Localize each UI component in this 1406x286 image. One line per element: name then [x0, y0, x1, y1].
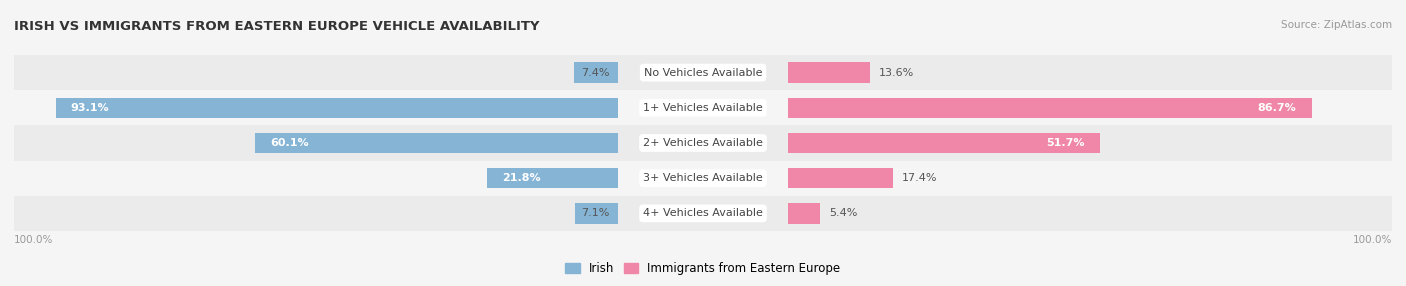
Text: 60.1%: 60.1%: [270, 138, 309, 148]
Bar: [574, 62, 619, 83]
Bar: [14, 90, 1392, 125]
Bar: [787, 98, 1312, 118]
Text: 7.4%: 7.4%: [581, 67, 609, 78]
Text: 17.4%: 17.4%: [901, 173, 938, 183]
Bar: [787, 133, 1099, 153]
Text: 7.1%: 7.1%: [581, 208, 609, 219]
Bar: [575, 203, 619, 224]
Bar: [14, 125, 1392, 161]
Bar: [256, 133, 619, 153]
Bar: [787, 62, 870, 83]
Text: No Vehicles Available: No Vehicles Available: [644, 67, 762, 78]
Legend: Irish, Immigrants from Eastern Europe: Irish, Immigrants from Eastern Europe: [561, 257, 845, 280]
Bar: [787, 168, 893, 188]
Text: 100.0%: 100.0%: [14, 235, 53, 245]
Text: 1+ Vehicles Available: 1+ Vehicles Available: [643, 103, 763, 113]
Text: 86.7%: 86.7%: [1258, 103, 1296, 113]
Text: 4+ Vehicles Available: 4+ Vehicles Available: [643, 208, 763, 219]
Text: 13.6%: 13.6%: [879, 67, 914, 78]
Text: 2+ Vehicles Available: 2+ Vehicles Available: [643, 138, 763, 148]
Text: 100.0%: 100.0%: [1353, 235, 1392, 245]
Text: Source: ZipAtlas.com: Source: ZipAtlas.com: [1281, 20, 1392, 30]
Text: IRISH VS IMMIGRANTS FROM EASTERN EUROPE VEHICLE AVAILABILITY: IRISH VS IMMIGRANTS FROM EASTERN EUROPE …: [14, 20, 540, 33]
Bar: [14, 161, 1392, 196]
Text: 21.8%: 21.8%: [502, 173, 540, 183]
Bar: [486, 168, 619, 188]
Text: 5.4%: 5.4%: [830, 208, 858, 219]
Text: 3+ Vehicles Available: 3+ Vehicles Available: [643, 173, 763, 183]
Text: 51.7%: 51.7%: [1046, 138, 1085, 148]
Bar: [14, 55, 1392, 90]
Bar: [56, 98, 619, 118]
Bar: [787, 203, 820, 224]
Bar: [14, 196, 1392, 231]
Text: 93.1%: 93.1%: [70, 103, 110, 113]
